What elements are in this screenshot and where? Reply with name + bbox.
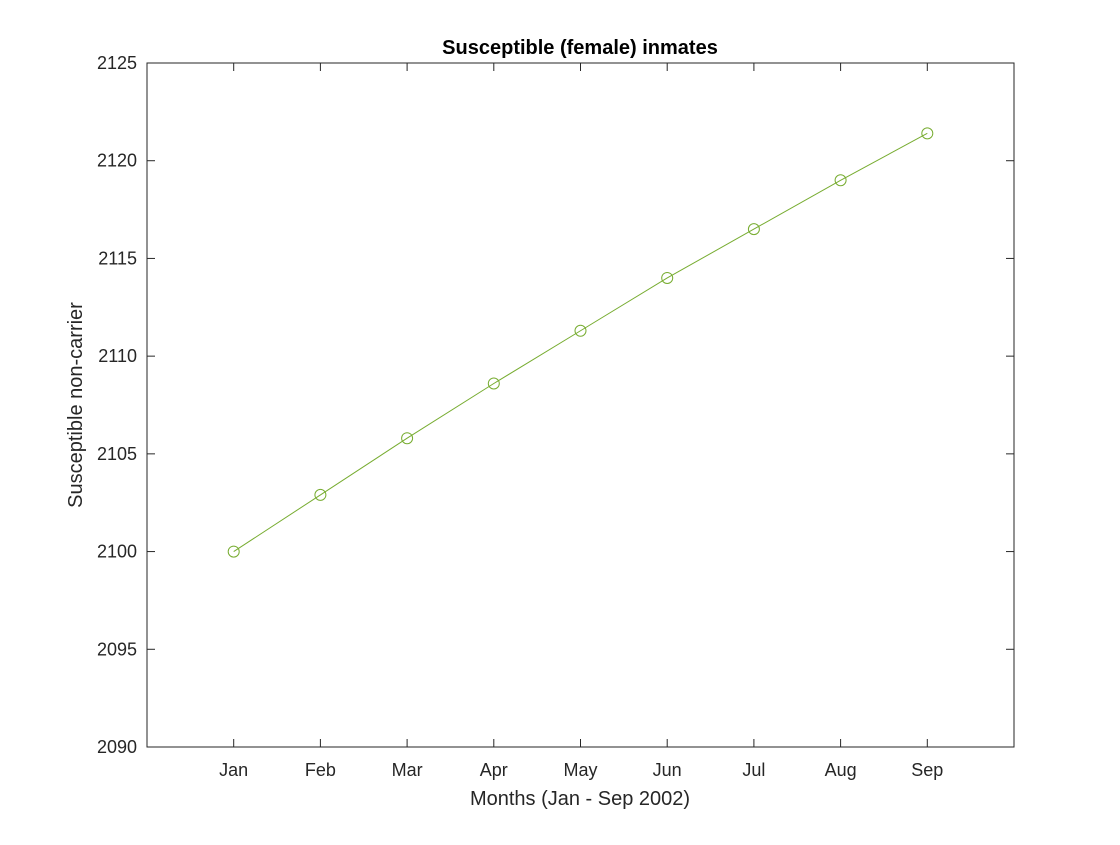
x-tick-label: Jan (219, 760, 248, 780)
y-tick-label: 2105 (97, 444, 137, 464)
y-tick-label: 2125 (97, 53, 137, 73)
y-tick-label: 2100 (97, 542, 137, 562)
series-line (233, 132, 928, 552)
plot-area: 2090 2095 2100 2105 2110 2115 2120 2125 Jan Feb Ma… (97, 53, 1015, 780)
y-tick-label: 2115 (98, 248, 137, 268)
x-tick-label: Jun (653, 760, 682, 780)
data-point (487, 377, 500, 390)
x-tick-label: Mar (392, 760, 423, 780)
data-point (314, 488, 327, 501)
y-tick-label: 2090 (97, 737, 137, 757)
data-point (401, 432, 414, 445)
data-point (921, 127, 934, 140)
x-tick-label: Apr (480, 760, 508, 780)
x-tick-label: Feb (305, 760, 336, 780)
chart-title: Susceptible (female) inmates (442, 37, 718, 59)
y-tick-label: 2095 (97, 639, 137, 659)
x-axis-label: Months (Jan - Sep 2002) (470, 788, 690, 810)
y-tick-label: 2120 (97, 151, 137, 171)
x-tick-label: Jul (742, 760, 765, 780)
x-tick-label: May (563, 760, 597, 780)
data-point (574, 324, 587, 337)
data-point (834, 174, 847, 187)
y-axis-label: Susceptible non-carrier (65, 302, 87, 508)
plot-frame (146, 62, 1015, 748)
data-point (227, 545, 240, 558)
data-point (661, 271, 674, 284)
data-point (747, 223, 760, 236)
x-tick-label: Sep (911, 760, 943, 780)
y-tick-label: 2110 (98, 346, 137, 366)
x-tick-label: Aug (825, 760, 857, 780)
